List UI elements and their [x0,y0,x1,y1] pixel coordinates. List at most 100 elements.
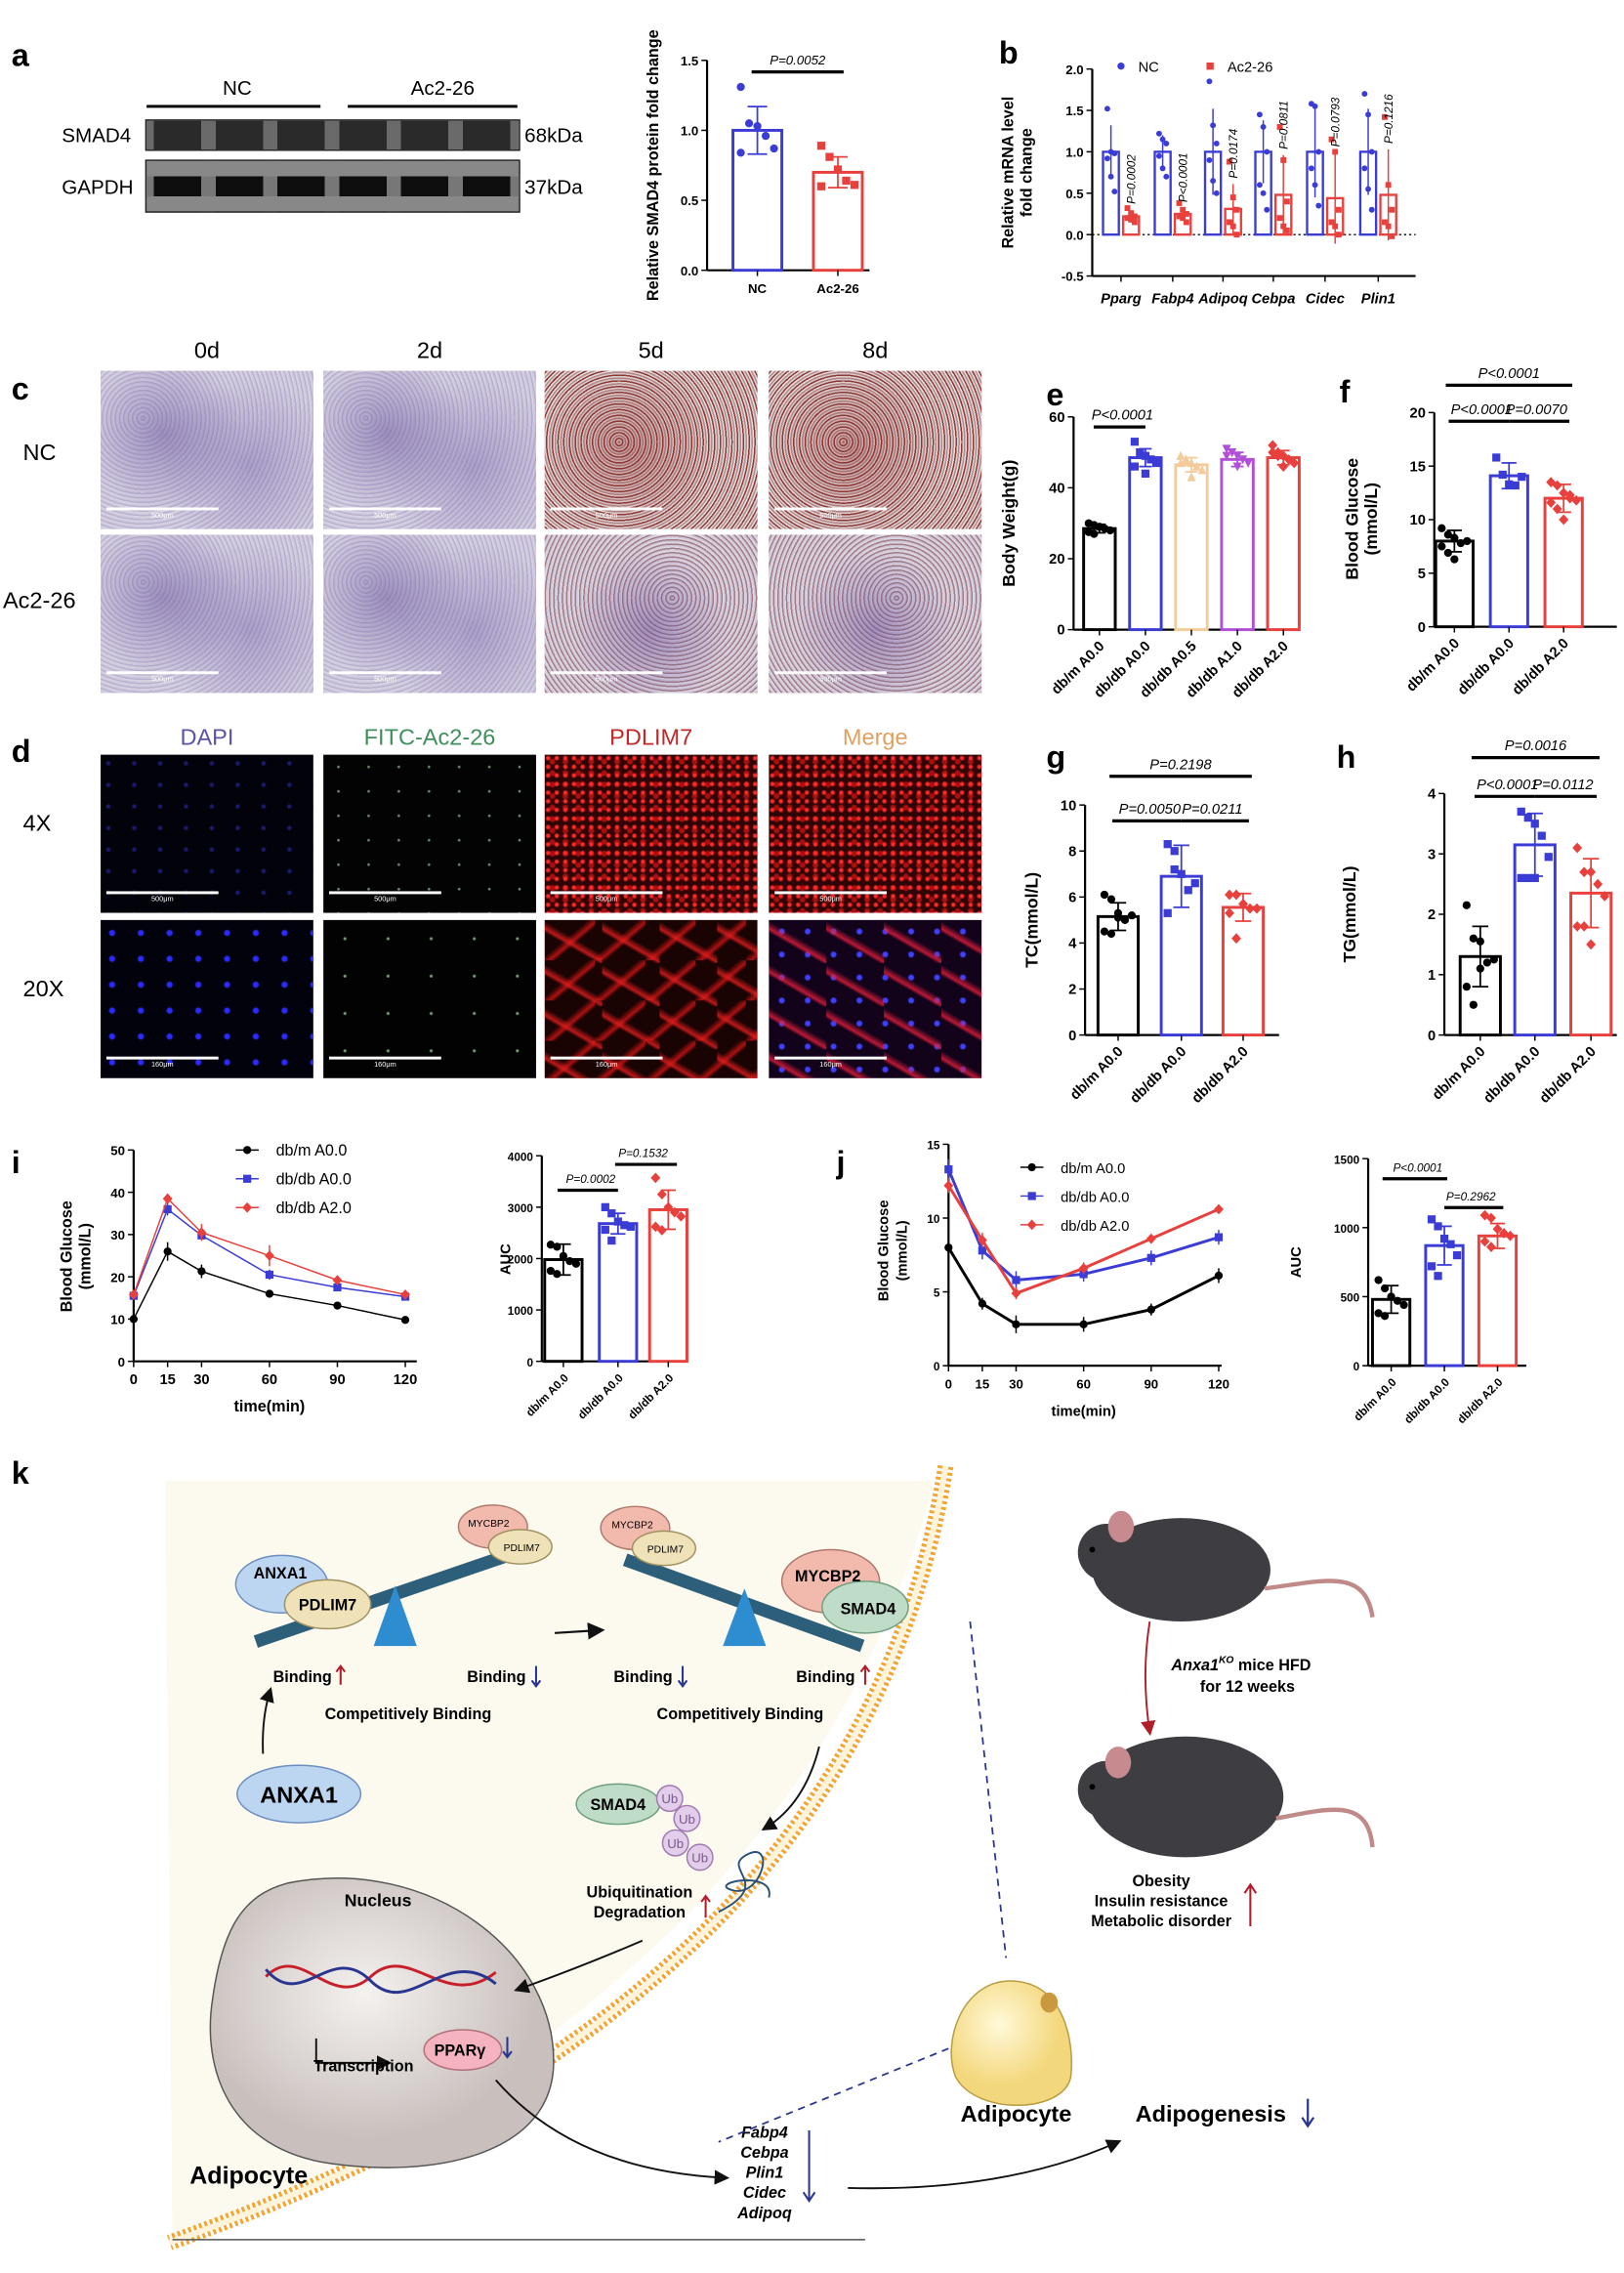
y-tick-label: 1.5 [1065,104,1083,118]
label-transcription: Transcription [313,2058,413,2076]
data-point [1523,873,1532,883]
series-line [946,1168,1220,1282]
data-point [1184,886,1192,895]
y-tick-label: 1.0 [681,124,698,139]
data-point [1462,901,1471,909]
label-pdlim7-right: PDLIM7 [647,1544,684,1555]
micrograph-2d-NC: 500μm [323,370,536,529]
arrow-to-adipogenesis [848,2139,1122,2190]
data-point [1489,955,1498,964]
down-arrow-icon [502,2037,513,2059]
data-point [333,1301,342,1310]
scale-bar: 500μm [550,671,663,685]
arrow-to-nucleus [514,1939,644,1994]
data-point [1427,1215,1437,1224]
column-label-2d: 2d [416,339,443,364]
p-value-label: P<0.0001 [1393,1161,1442,1174]
data-point [128,1288,139,1300]
data-point [1361,165,1368,172]
p-value-label: P=0.0002 [1126,154,1139,204]
data-point [1546,497,1557,508]
mice-hfd: mice HFD [1233,1657,1311,1674]
data-point [1176,450,1186,460]
y-tick-label: 6 [1068,890,1076,905]
blot-band-gapdh [145,159,521,213]
y-axis-label: Blood Glucose [59,1200,76,1312]
column-label-8d: 8d [862,339,889,364]
up-arrow-icon [1243,1882,1258,1927]
p-value-label: P=0.0070 [1506,402,1568,418]
y-tick-label: 60 [1049,410,1064,426]
protein-pdlim7-right [631,1530,697,1567]
data-point [1462,983,1471,991]
legend-marker [243,1146,252,1155]
ubiquitin-label: Ub [679,1812,695,1827]
data-point [1130,438,1140,446]
bar [1266,456,1301,632]
fluorescence-image-DAPI-20X: 160μm [101,919,313,1078]
data-point [977,1235,987,1246]
y-tick-label: 0.5 [1065,187,1083,201]
bar [598,1222,639,1364]
x-tick-label: 120 [394,1372,418,1388]
data-point [1374,1276,1383,1284]
panel-label-h: h [1336,738,1356,776]
binding-label-4: Binding [796,1668,854,1686]
y-tick-label: 2 [1428,907,1436,923]
scale-bar: 160μm [105,1056,219,1070]
data-point [1090,529,1099,538]
data-point [265,1270,274,1280]
panel-label-e: e [1046,376,1064,413]
channel-label-Merge: Merge [842,726,908,751]
legend-label: db/m A0.0 [1061,1161,1125,1177]
label-mycbp2-left: MYCBP2 [468,1519,510,1530]
transition-arrow [554,1621,605,1640]
down-arrow-icon [530,1665,542,1688]
data-point [650,1221,661,1233]
data-point [1572,842,1583,854]
data-point [1446,1240,1455,1248]
group-bar-nc [146,105,321,108]
data-point [1245,903,1255,914]
zoom-guide-line [969,1621,1008,1958]
scale-bar: 500μm [105,891,219,905]
data-point [1335,232,1342,238]
data-point [607,1236,616,1245]
data-point [1213,140,1220,147]
y-tick-label: 0.5 [681,193,698,208]
x-tick-label: 60 [262,1372,277,1388]
data-point [1225,889,1234,901]
y-axis-label: AUC [498,1243,514,1275]
y-axis-label: Relative SMAD4 protein fold change [645,29,662,301]
data-point [571,1259,581,1268]
arrow-anxa1-to-binding [259,1687,274,1754]
y-axis-label: (mmol/L) [77,1223,95,1289]
y-tick-label: 40 [110,1186,125,1200]
panel-label-k: k [11,1454,29,1492]
data-point [1124,215,1131,222]
fluorescence-image-FITC-Ac2-26-4X: 500μm [323,754,536,913]
label-pdlim7-left: PDLIM7 [504,1543,540,1554]
x-tick-label: db/db A2.0 [1537,1044,1600,1107]
data-point [1498,470,1507,480]
x-tick-label: 15 [159,1372,175,1388]
y-tick-label: 1500 [1334,1154,1360,1166]
label-smad4-bound: SMAD4 [841,1601,896,1619]
data-point [1482,958,1491,967]
data-point [1130,462,1140,471]
y-tick-label: 10 [927,1213,940,1226]
data-point [842,176,851,186]
data-point [1079,1320,1088,1328]
data-point [1315,202,1322,209]
blot-band-smad4 [145,119,521,151]
x-tick-label: 90 [1144,1377,1158,1392]
data-point [1151,458,1161,468]
arrow-to-degradation [761,1746,820,1831]
mouse-icon [1077,1510,1375,1622]
data-point [1546,477,1557,487]
zoom-guide-line [718,2047,949,2143]
group-bar-ac2-26 [348,105,518,108]
scale-bar: 160μm [774,1056,888,1070]
channel-label-DAPI: DAPI [180,726,234,751]
y-tick-label: 2000 [508,1254,534,1267]
